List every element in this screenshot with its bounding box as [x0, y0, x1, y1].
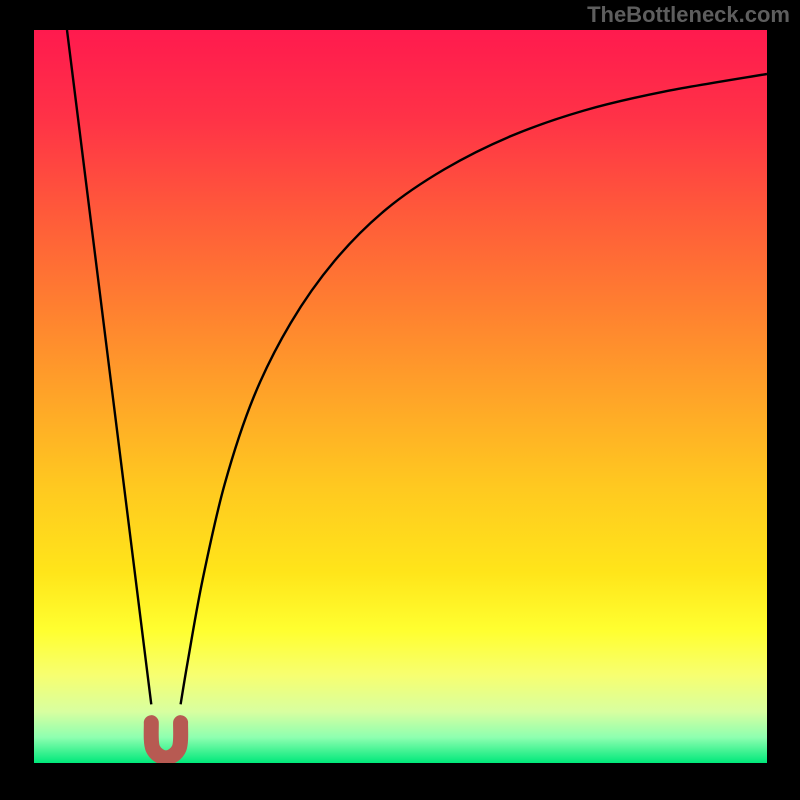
bottleneck-chart — [0, 0, 800, 800]
watermark-text: TheBottleneck.com — [587, 2, 790, 28]
chart-container: TheBottleneck.com — [0, 0, 800, 800]
